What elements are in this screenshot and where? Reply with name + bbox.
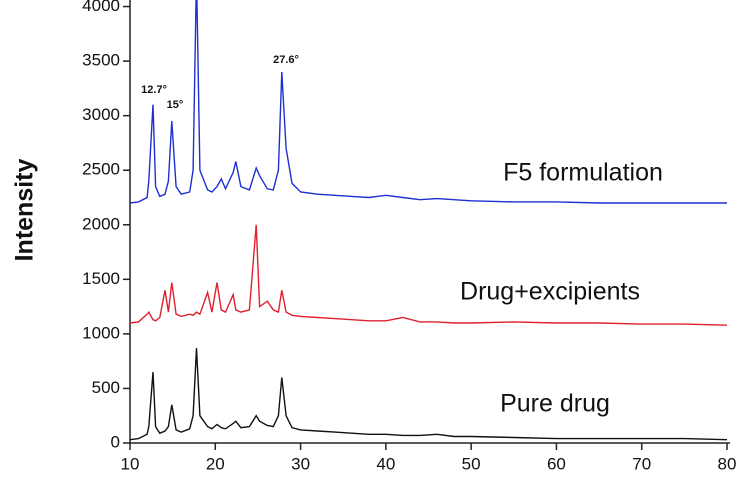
y-tick-label: 500 xyxy=(92,378,120,397)
x-tick-label: 10 xyxy=(121,454,140,473)
y-tick-label: 1500 xyxy=(82,269,120,288)
x-tick-label: 70 xyxy=(632,454,651,473)
peak-annotation: 27.6° xyxy=(273,54,299,66)
y-tick-label: 2500 xyxy=(82,160,120,179)
y-tick-label: 4000 xyxy=(82,0,120,15)
x-tick-label: 50 xyxy=(462,454,481,473)
series-line xyxy=(130,348,728,441)
peak-annotation: 15° xyxy=(167,99,184,111)
y-tick-label: 0 xyxy=(111,432,120,451)
series-label: F5 formulation xyxy=(503,159,663,187)
x-tick-label: 40 xyxy=(376,454,395,473)
y-tick-label: 3000 xyxy=(82,105,120,124)
x-tick-label: 20 xyxy=(206,454,225,473)
x-tick-label: 80 xyxy=(718,454,737,473)
series-label: Pure drug xyxy=(500,390,610,418)
x-tick-label: 30 xyxy=(291,454,310,473)
y-tick-label: 2000 xyxy=(82,214,120,233)
x-tick-label: 60 xyxy=(547,454,566,473)
series-line xyxy=(130,0,727,204)
y-tick-label: 1000 xyxy=(82,323,120,342)
y-tick-label: 3500 xyxy=(82,51,120,70)
peak-annotation: 12.7° xyxy=(141,84,167,96)
series-label: Drug+excipients xyxy=(460,278,640,306)
y-axis-label: Intensity xyxy=(11,159,39,262)
series-line xyxy=(130,224,728,326)
